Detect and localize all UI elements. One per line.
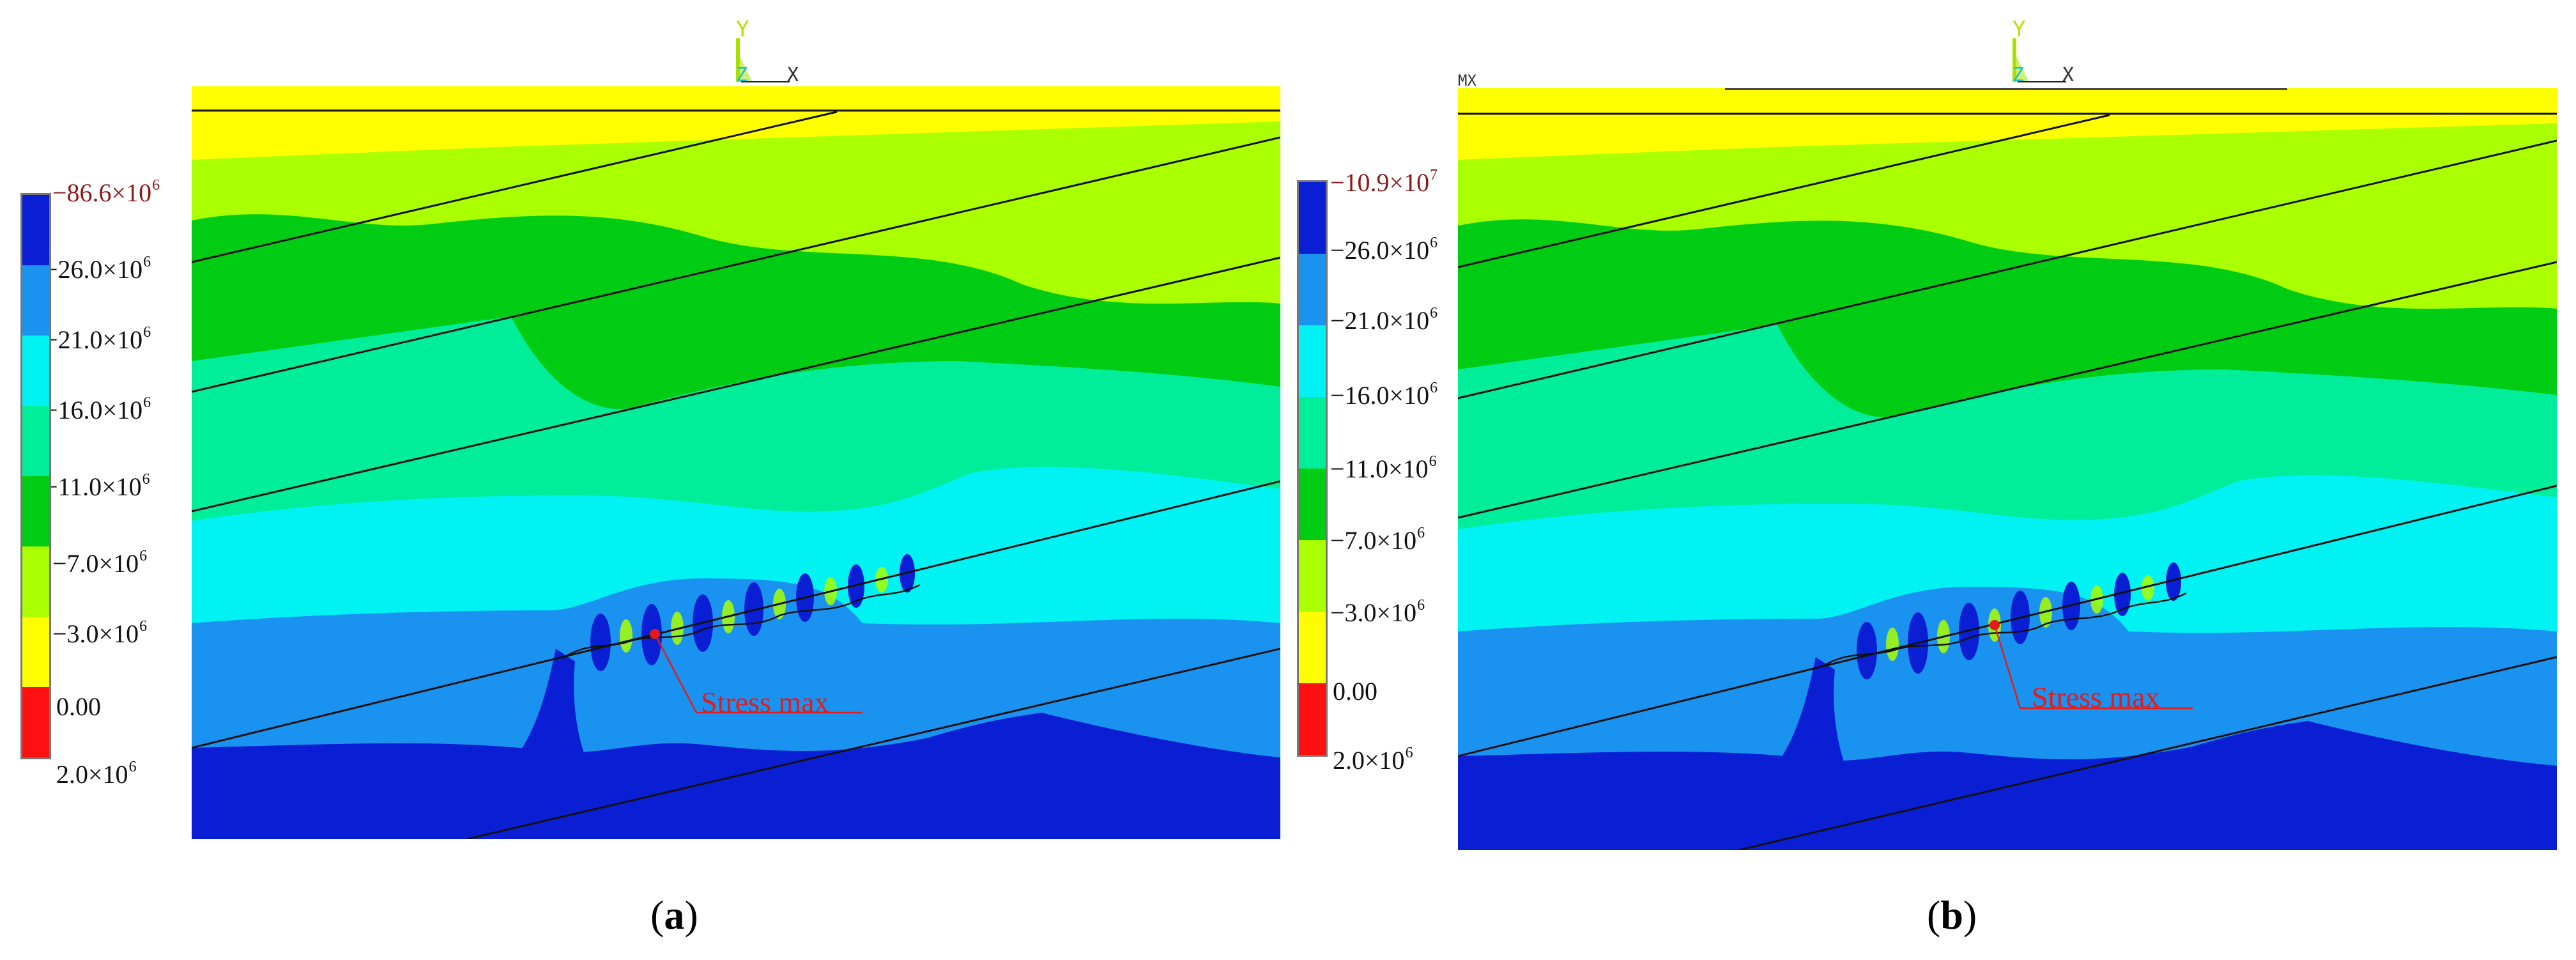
legend-label: −16.0×106 — [43, 394, 151, 424]
legend-label: −26.0×106 — [1330, 235, 1438, 265]
legend-label: −16.0×106 — [1330, 380, 1438, 410]
legend-label: −10.9×107 — [1330, 167, 1438, 197]
colorbar-band — [1299, 468, 1326, 540]
colorbar-band — [1299, 540, 1326, 612]
colorbar-band — [1299, 683, 1326, 755]
colorbar-band — [22, 546, 49, 617]
legend-label: −7.0×106 — [1330, 525, 1425, 555]
colorbar-band — [22, 476, 49, 546]
legend-label: −7.0×106 — [52, 548, 148, 578]
axis-triad-b — [2012, 38, 2066, 82]
legend-label: −3.0×106 — [1330, 597, 1425, 627]
triad-z-label: Z — [2012, 64, 2025, 86]
legend-label: 0.00 — [56, 692, 101, 721]
colorbar-band — [22, 265, 49, 336]
colorbar-band — [22, 336, 49, 406]
mx-label: MX — [1458, 72, 1476, 89]
colorbar-band — [1299, 182, 1326, 254]
stress-max-annotation: Stress max — [701, 686, 829, 718]
colorbar-a — [20, 193, 51, 759]
colorbar-band — [22, 687, 49, 757]
top-edge-line — [1725, 88, 2287, 90]
colorbar-band — [1299, 325, 1326, 397]
stress-max-annotation: Stress max — [2032, 681, 2160, 713]
legend-label: −26.0×106 — [43, 254, 151, 284]
legend-label: −11.0×106 — [1330, 453, 1437, 483]
contour-plot-a — [192, 86, 1280, 839]
triad-y-label: Y — [2012, 17, 2026, 42]
colorbar-band — [22, 406, 49, 476]
legend-label: −11.0×106 — [43, 471, 150, 501]
legend-label: 2.0×106 — [56, 759, 137, 789]
axis-triad-a — [736, 38, 790, 82]
legend-label: 0.00 — [1333, 677, 1377, 706]
legend-label: −86.6×106 — [52, 177, 160, 207]
colorbar-b — [1297, 180, 1328, 757]
colorbar-band — [1299, 612, 1326, 683]
colorbar-band — [1299, 254, 1326, 325]
triad-x-label: X — [2062, 64, 2074, 86]
colorbar-band — [22, 617, 49, 687]
panel-a: −86.6×106 −26.0×106 −21.0×106 −16.0×106 … — [20, 17, 1280, 938]
colorbar-band — [22, 195, 49, 265]
legend-label: −3.0×106 — [52, 618, 148, 648]
legend-label: −21.0×106 — [43, 324, 151, 354]
colorbar-band — [1299, 397, 1326, 468]
triad-x-label: X — [787, 64, 799, 86]
triad-y-label: Y — [736, 17, 749, 42]
triad-z-label: Z — [736, 64, 748, 86]
panel-caption-a: (a) — [650, 892, 698, 938]
legend-label: −21.0×106 — [1330, 305, 1438, 335]
legend-label: 2.0×106 — [1333, 745, 1413, 775]
panel-caption-b: (b) — [1927, 892, 1977, 938]
contour-plot-b — [1458, 88, 2557, 850]
